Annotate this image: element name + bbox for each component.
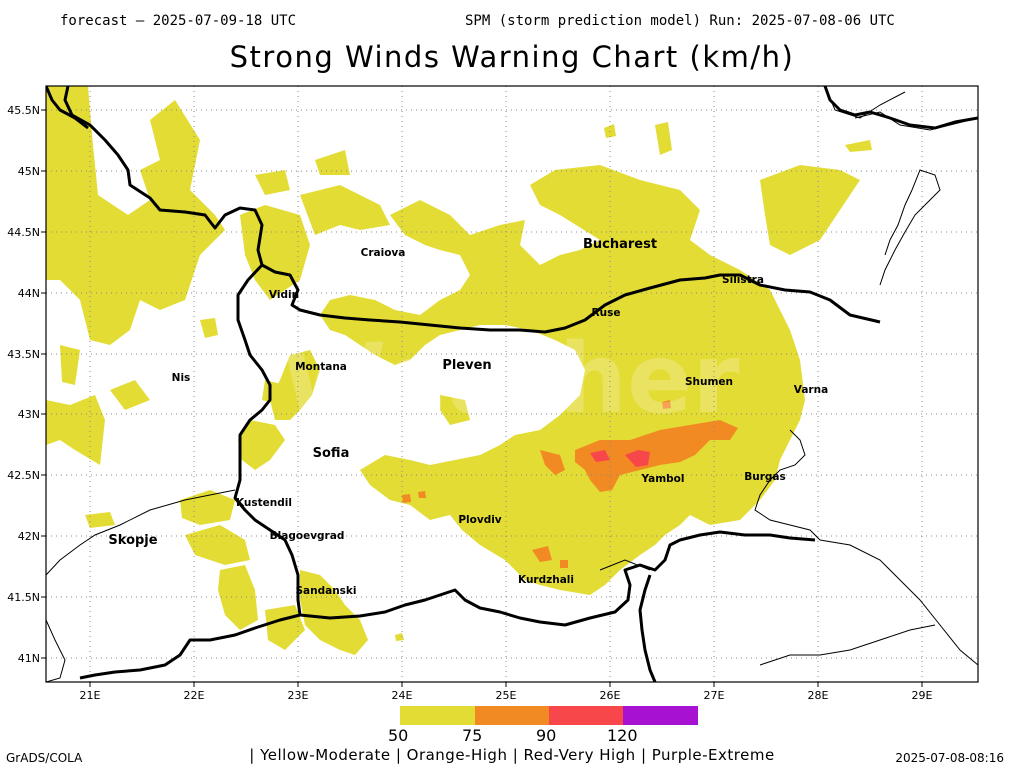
city-label-skopje: Skopje xyxy=(108,533,157,548)
city-label-bucharest: Bucharest xyxy=(583,237,657,252)
lon-label: 21E xyxy=(80,689,101,702)
watermark: Weather xyxy=(280,323,740,435)
legend-swatch-extreme xyxy=(623,706,698,725)
city-label-kurdzhali: Kurdzhali xyxy=(518,574,574,586)
lat-label: 44N xyxy=(18,287,40,300)
legend-value-120: 120 xyxy=(607,726,638,745)
lat-label: 41.5N xyxy=(7,591,40,604)
legend-swatch-moderate xyxy=(400,706,475,725)
grads-credit: GrADS/COLA xyxy=(6,751,83,765)
city-labels: Bucharest Craiova Silistra Vidin Ruse Montana… xyxy=(108,237,828,597)
city-label-vidin: Vidin xyxy=(269,289,299,301)
lat-label: 43N xyxy=(18,408,40,421)
wind-zones: Weather xyxy=(46,86,978,682)
legend-caption: | Yellow-Moderate | Orange-High | Red-Ve… xyxy=(249,746,775,764)
lon-label: 29E xyxy=(912,689,933,702)
coastlines xyxy=(46,86,978,682)
forecast-time: forecast — 2025-07-09-18 UTC xyxy=(60,13,297,29)
city-label-shumen: Shumen xyxy=(685,376,733,388)
lat-label: 42.5N xyxy=(7,469,40,482)
zone-moderate xyxy=(46,86,872,655)
zone-high xyxy=(402,400,738,568)
city-label-varna: Varna xyxy=(794,384,828,396)
lon-label: 28E xyxy=(808,689,829,702)
legend-swatch-high xyxy=(475,706,550,725)
lat-label: 45N xyxy=(18,165,40,178)
lon-label: 22E xyxy=(184,689,205,702)
city-label-nis: Nis xyxy=(172,372,191,384)
lon-label: 27E xyxy=(704,689,725,702)
city-label-plovdiv: Plovdiv xyxy=(458,514,501,526)
legend-value-90: 90 xyxy=(536,726,557,745)
city-label-montana: Montana xyxy=(295,361,347,373)
city-label-silistra: Silistra xyxy=(722,274,764,286)
city-label-pleven: Pleven xyxy=(442,358,491,373)
latitude-labels: 45.5N 45N 44.5N 44N 43.5N 43N 42.5N 42N 41.5N 41N xyxy=(7,104,46,665)
generated-timestamp: 2025-07-08-08:16 xyxy=(895,751,1004,765)
legend-value-75: 75 xyxy=(462,726,483,745)
lon-label: 25E xyxy=(496,689,517,702)
lon-label: 23E xyxy=(288,689,309,702)
city-label-kustendil: Kustendil xyxy=(236,497,292,509)
lon-label: 24E xyxy=(392,689,413,702)
legend-value-50: 50 xyxy=(388,726,409,745)
city-label-burgas: Burgas xyxy=(744,471,786,483)
lat-label: 41N xyxy=(18,652,40,665)
city-label-sandanski: Sandanski xyxy=(295,585,356,597)
city-label-craiova: Craiova xyxy=(361,247,406,259)
graticule xyxy=(46,86,978,682)
lat-label: 42N xyxy=(18,530,40,543)
map-frame xyxy=(45,85,979,683)
legend-swatch-very-high xyxy=(549,706,624,725)
city-label-yambol: Yambol xyxy=(641,473,685,485)
city-label-ruse: Ruse xyxy=(592,307,621,319)
chart-title: Strong Winds Warning Chart (km/h) xyxy=(229,40,795,74)
lat-label: 43.5N xyxy=(7,348,40,361)
lon-label: 26E xyxy=(600,689,621,702)
borders xyxy=(46,86,978,682)
longitude-labels: 21E 22E 23E 24E 25E 26E 27E 28E 29E xyxy=(80,682,933,702)
city-label-sofia: Sofia xyxy=(313,446,350,461)
model-run-info: SPM (storm prediction model) Run: 2025-0… xyxy=(465,13,895,29)
zone-very-high xyxy=(590,450,650,467)
lat-label: 44.5N xyxy=(7,226,40,239)
city-label-blagoevgrad: Blagoevgrad xyxy=(270,530,345,542)
lat-label: 45.5N xyxy=(7,104,40,117)
